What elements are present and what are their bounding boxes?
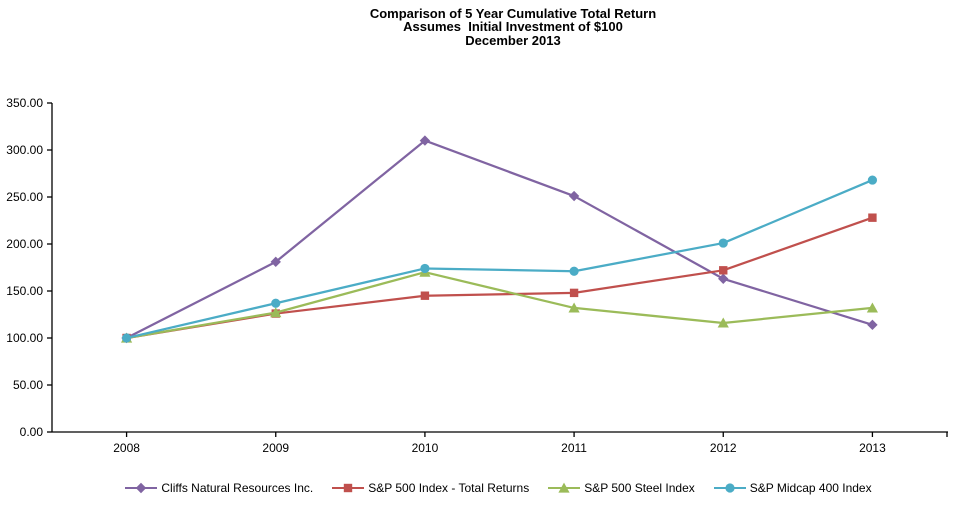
chart-legend: Cliffs Natural Resources Inc. S&P 500 In… (19, 481, 958, 495)
data-point-marker-square (719, 266, 728, 275)
data-point-marker-circle (867, 175, 878, 185)
data-point-marker-triangle (558, 482, 570, 493)
series-s-p-500-index-total-returns (122, 213, 877, 343)
data-point-marker-circle (271, 298, 281, 308)
data-point-marker-circle (121, 333, 132, 343)
data-point-marker-diamond (419, 135, 431, 146)
legend-marker-diamond-icon (125, 482, 158, 494)
chart-subtitle-investment: Assumes Initial Investment of $100 (403, 19, 623, 35)
data-point-marker-diamond (718, 273, 729, 284)
chart-subtitle-date: December 2013 (465, 32, 561, 48)
legend-label: S&P Midcap 400 Index (749, 481, 872, 495)
x-axis-tick-label: 2011 (561, 441, 587, 455)
legend-label: Cliffs Natural Resources Inc. (161, 481, 314, 495)
data-point-marker-triangle (866, 302, 879, 313)
data-point-marker-square (420, 291, 430, 300)
data-point-marker-diamond (136, 482, 147, 494)
series-line-cliffs-natural-resources-inc (125, 139, 874, 340)
legend-item-sp-midcap-400-index: S&P Midcap 400 Index (713, 481, 872, 495)
legend-label: S&P 500 Index - Total Returns (368, 481, 530, 495)
x-axis-tick-label: 2013 (859, 441, 886, 455)
legend-marker-triangle-icon (548, 482, 581, 493)
x-axis-tick-label: 2008 (113, 441, 140, 455)
legend-marker-square-icon (332, 483, 365, 493)
y-axis-tick-label: 50.00 (13, 378, 43, 392)
y-axis-tick-label: 100.00 (6, 331, 43, 345)
legend-marker-circle-icon (713, 483, 746, 493)
data-point-marker-circle (725, 483, 735, 493)
data-point-marker-diamond (568, 190, 580, 202)
x-axis-tick-label: 2012 (710, 441, 737, 455)
series-line-s-p-500-steel-index (125, 271, 874, 340)
series-s-p-midcap-400-index (121, 175, 878, 343)
y-axis-tick-label: 250.00 (6, 190, 43, 204)
data-point-marker-triangle (270, 307, 282, 318)
data-point-marker-diamond (270, 256, 281, 268)
y-axis-tick-label: 0.00 (20, 425, 44, 439)
chart-title-block: Comparison of 5 Year Cumulative Total Re… (34, 6, 958, 48)
data-point-marker-square (569, 288, 579, 298)
legend-item-sp500-steel-index: S&P 500 Steel Index (547, 481, 695, 495)
data-point-marker-diamond (867, 319, 878, 331)
data-point-marker-square (868, 213, 877, 222)
data-point-marker-triangle (568, 302, 580, 313)
legend-item-sp500-total-returns: S&P 500 Index - Total Returns (331, 481, 529, 495)
line-chart-plot: 0.00 50.00 100.00 150.00 200.00 250.00 300.00 3… (6, 96, 948, 455)
data-point-marker-triangle (717, 317, 729, 328)
data-point-marker-circle (420, 263, 430, 274)
legend-item-cliffs-natural-resources: Cliffs Natural Resources Inc. (124, 481, 313, 495)
chart-title: Comparison of 5 Year Cumulative Total Re… (369, 6, 657, 21)
y-axis-tick-label: 300.00 (6, 143, 43, 157)
series-s-p-500-steel-index (120, 266, 879, 343)
data-point-marker-square (344, 483, 353, 493)
y-axis-tick-label: 200.00 (6, 237, 43, 251)
series-line-s-p-midcap-400-index (125, 178, 874, 340)
legend-label: S&P 500 Steel Index (584, 481, 695, 495)
data-point-marker-circle (569, 266, 579, 276)
y-axis-tick-label: 150.00 (6, 284, 43, 298)
data-point-marker-circle (718, 238, 728, 248)
y-axis-tick-label: 350.00 (6, 96, 43, 110)
x-axis-tick-label: 2010 (412, 441, 439, 455)
x-axis-tick-label: 2009 (262, 441, 289, 455)
